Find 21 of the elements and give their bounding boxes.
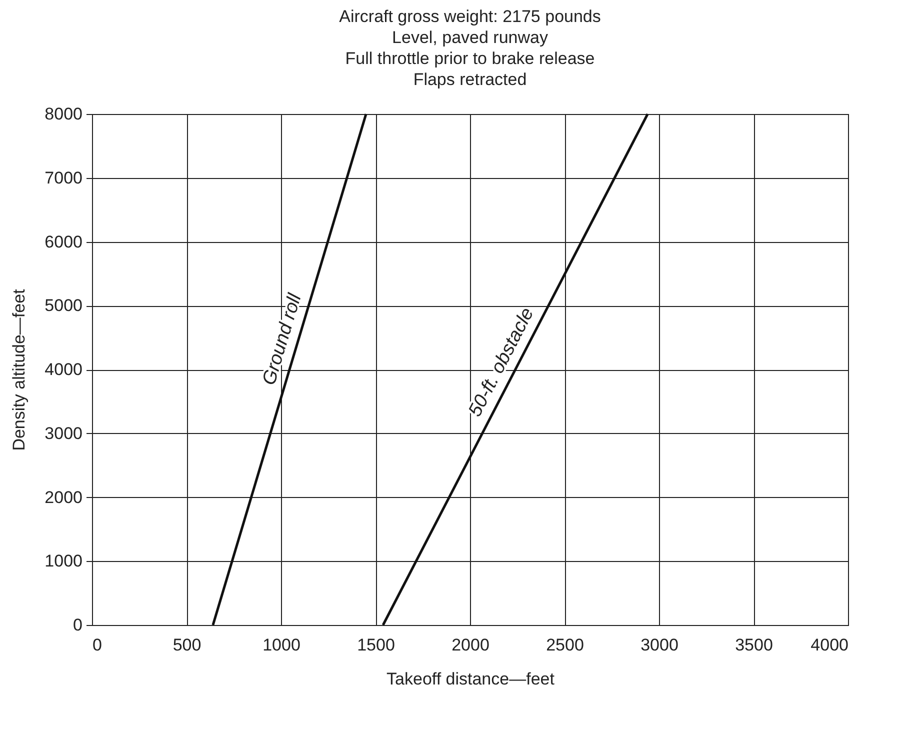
chart-title: Aircraft gross weight: 2175 pounds Level, paved runway Full throttle prior to brake release Flaps retracted <box>339 7 601 89</box>
y-tick-label: 0 <box>73 616 82 634</box>
x-tick-label: 2000 <box>452 636 490 654</box>
y-tick-label: 6000 <box>44 232 82 252</box>
x-tick-label: 4000 <box>810 636 848 654</box>
y-tick-label: 8000 <box>44 104 82 124</box>
y-tick-label: 4000 <box>44 360 82 379</box>
y-tick-label: 1000 <box>44 552 82 571</box>
x-axis-title: Takeoff distance—feet <box>386 670 555 688</box>
y-tick-label: 5000 <box>44 296 82 316</box>
x-tick-label: 2500 <box>546 636 584 654</box>
x-tick-label: 3000 <box>640 636 678 654</box>
x-tick-label: 0 <box>92 636 102 654</box>
x-tick-label: 3500 <box>735 636 773 654</box>
y-tick-label: 7000 <box>44 168 82 188</box>
x-tick-label: 1000 <box>262 636 300 654</box>
y-tick-label: 3000 <box>44 424 82 443</box>
x-tick-label: 1500 <box>357 636 395 654</box>
x-tick-label: 500 <box>172 636 202 654</box>
y-tick-label: 2000 <box>44 488 82 507</box>
y-axis-title: Density altitude—feet <box>10 288 29 451</box>
